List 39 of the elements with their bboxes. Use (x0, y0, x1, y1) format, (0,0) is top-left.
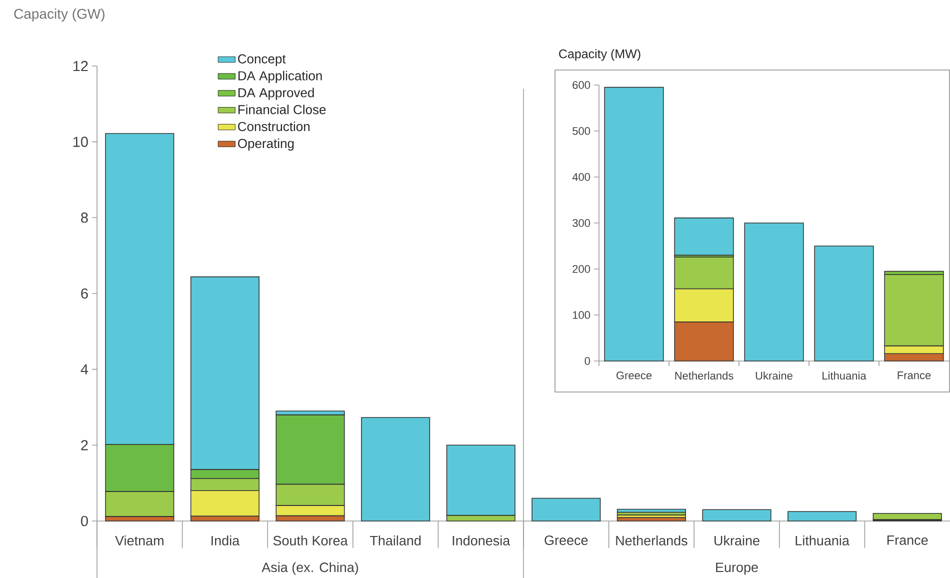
text: Europe (716, 562, 758, 575)
x-tick-label: France (887, 536, 928, 545)
y-tick-label: 2 (81, 440, 88, 450)
x-tick-label: Greece (544, 536, 588, 546)
y-tick-label: 8 (81, 212, 88, 223)
x-tick-label: Ukraine (714, 536, 760, 546)
y-tick-label: 0 (584, 357, 590, 365)
x-tick-label: Ukraine (756, 372, 792, 380)
y-tick-label: 6 (81, 288, 88, 299)
x-tick-label: Lithuania (822, 372, 866, 380)
x-tick-label: India (212, 536, 240, 546)
legend-label: Concept (238, 54, 286, 66)
x-tick-label: Lithuania (796, 536, 850, 546)
legend-label: Operating (238, 138, 294, 151)
y-tick-label: 12 (73, 60, 88, 72)
x-tick-label: Netherlands (616, 536, 688, 546)
legend-label: DA Application (238, 70, 322, 83)
x-tick-label: Netherlands (675, 372, 734, 380)
y-tick-label: 600 (572, 81, 590, 89)
legend-label: Construction (238, 122, 310, 132)
y-tick-label: 400 (572, 173, 590, 181)
y-tick-label: 500 (572, 127, 590, 135)
x-tick-label: South Korea (273, 536, 348, 546)
y-tick-label: 300 (572, 219, 590, 227)
y-tick-label: 100 (572, 311, 590, 319)
legend-label: Financial Close (238, 104, 326, 114)
y-tick-label: 0 (80, 516, 88, 526)
x-tick-label: Indonesia (452, 536, 510, 546)
y-tick-label: 200 (572, 265, 590, 273)
x-tick-label: Greece (616, 372, 652, 380)
x-tick-label: France (898, 372, 931, 380)
text: Asia (ex. China) (262, 562, 358, 575)
legend-label: DA Approved (238, 88, 314, 100)
y-tick-label: 10 (73, 136, 88, 147)
x-tick-label: Thailand (370, 536, 421, 546)
y-tick-label: 4 (80, 364, 88, 374)
y-axis-title: Capacity (GW) (14, 8, 104, 22)
x-tick-label: Vietnam (115, 536, 164, 546)
y-axis-title: Capacity (MW) (559, 49, 640, 61)
